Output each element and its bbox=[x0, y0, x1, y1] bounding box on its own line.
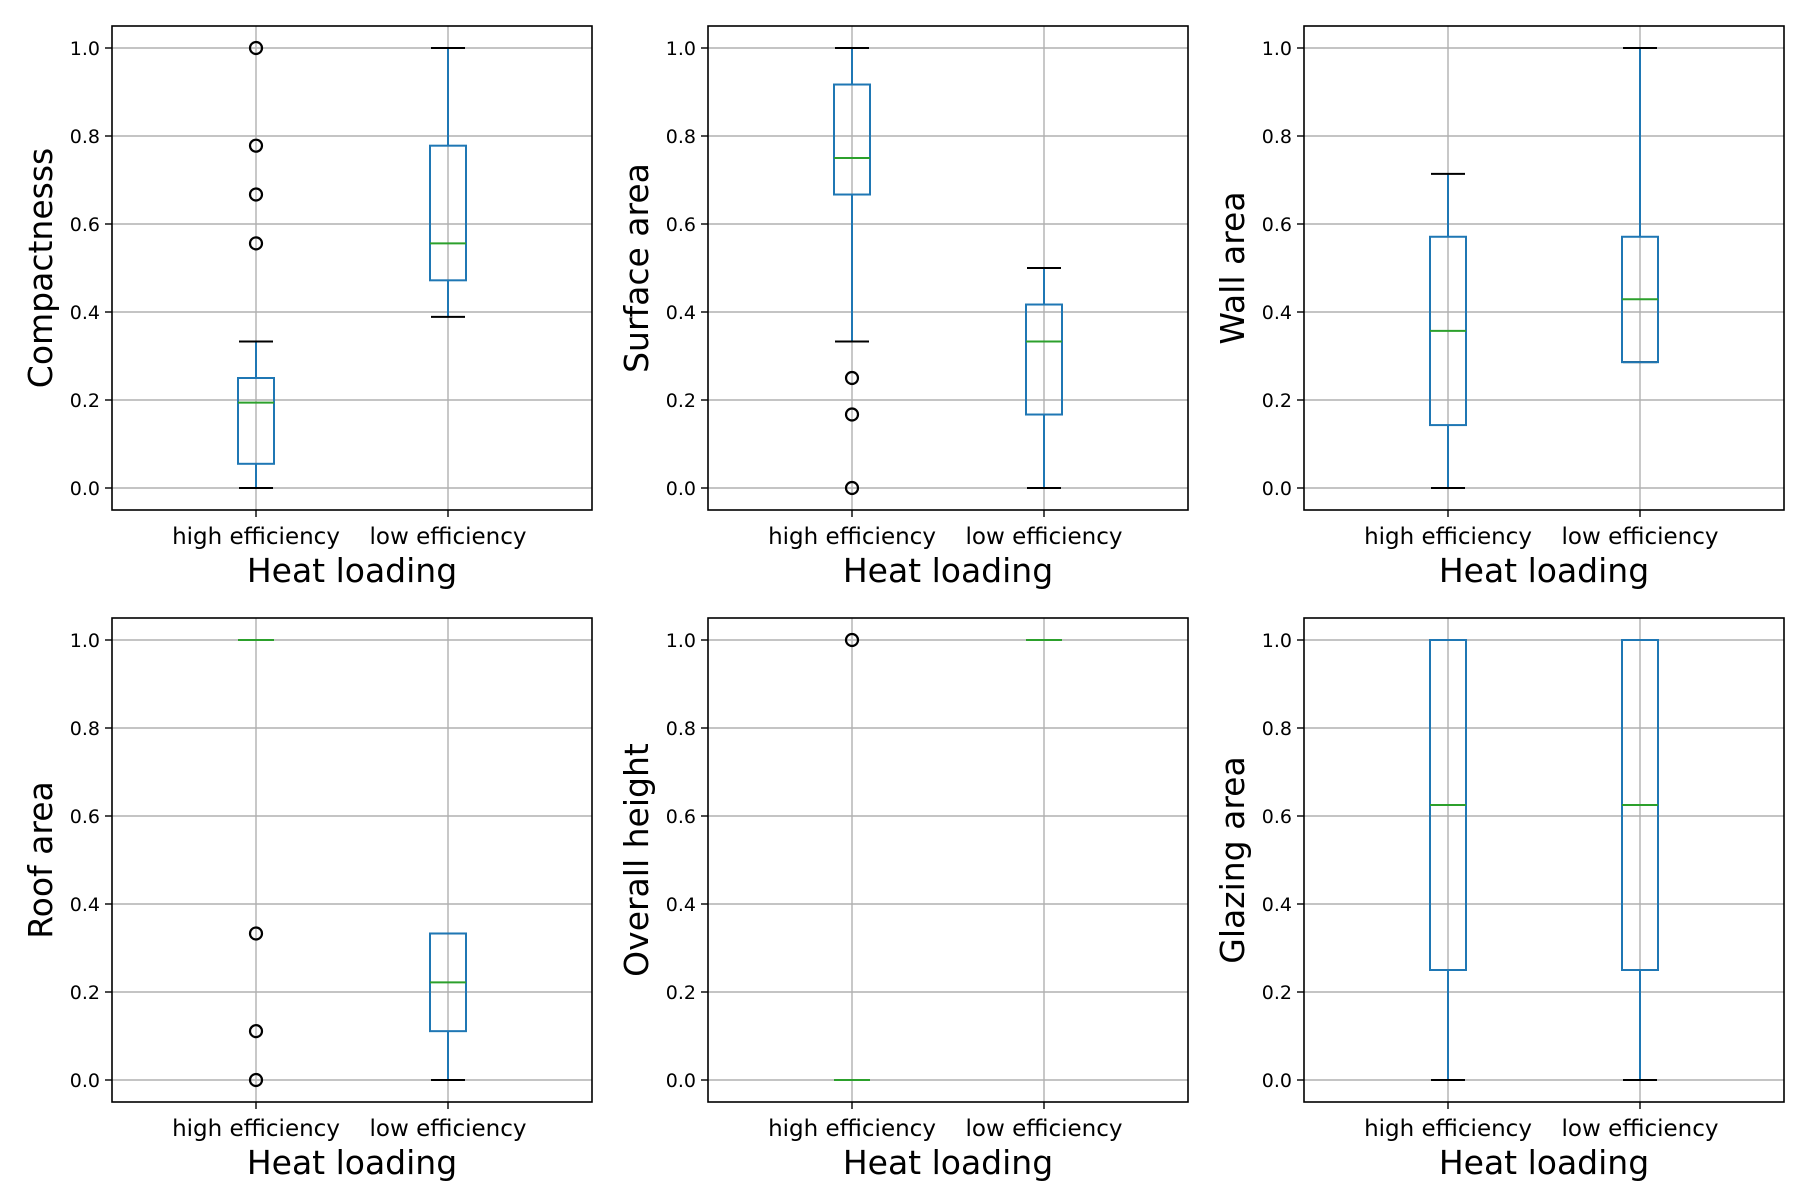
y-tick-label: 0.8 bbox=[1262, 718, 1292, 740]
y-tick-label: 1.0 bbox=[70, 38, 100, 60]
y-tick-label: 0.6 bbox=[1262, 806, 1292, 828]
x-axis-label: Heat loading bbox=[843, 1143, 1053, 1182]
axes-frame bbox=[111, 25, 593, 511]
y-tick-label: 0.2 bbox=[666, 982, 696, 1004]
outlier-point bbox=[248, 187, 264, 202]
box-0 bbox=[1429, 172, 1467, 489]
y-axis-label: Surface area bbox=[617, 163, 656, 373]
x-axis-label: Heat loading bbox=[247, 1143, 457, 1182]
subplot-1: 0.0 0.2 0.4 0.6 0.8 1.0 high efficiency low eff… bbox=[21, 25, 593, 590]
outlier-point bbox=[248, 1024, 264, 1039]
box-body bbox=[833, 83, 871, 196]
subplot-5: 0.0 0.2 0.4 0.6 0.8 1.0 high efficiency low eff… bbox=[617, 617, 1189, 1182]
y-axis-label: Compactnesss bbox=[21, 148, 60, 388]
x-tick-label: high efficiency bbox=[172, 1116, 340, 1142]
box-0 bbox=[834, 632, 870, 1081]
y-tick-label: 0.6 bbox=[70, 806, 100, 828]
x-tick-label: high efficiency bbox=[768, 524, 936, 550]
y-tick-label: 0.0 bbox=[70, 478, 100, 500]
y-tick-label: 0.0 bbox=[1262, 478, 1292, 500]
y-tick-label: 0.0 bbox=[666, 1070, 696, 1092]
y-tick-label: 0.6 bbox=[1262, 214, 1292, 236]
outlier-point bbox=[248, 1072, 264, 1088]
y-tick-label: 0.4 bbox=[1262, 894, 1292, 916]
box-0 bbox=[238, 639, 274, 1088]
outlier-point bbox=[844, 480, 860, 496]
y-tick-label: 1.0 bbox=[666, 630, 696, 652]
box-body bbox=[429, 144, 467, 282]
box-1 bbox=[1025, 267, 1063, 489]
y-tick-label: 0.2 bbox=[666, 390, 696, 412]
y-tick-label: 0.6 bbox=[70, 214, 100, 236]
x-tick-label: low efficiency bbox=[966, 1116, 1123, 1142]
y-tick-label: 0.0 bbox=[666, 478, 696, 500]
x-tick-label: high efficiency bbox=[768, 1116, 936, 1142]
y-tick-label: 0.2 bbox=[70, 982, 100, 1004]
y-tick-label: 0.4 bbox=[70, 894, 100, 916]
x-axis-label: Heat loading bbox=[843, 551, 1053, 590]
subplot-3: 0.0 0.2 0.4 0.6 0.8 1.0 high efficiency low eff… bbox=[1213, 25, 1785, 590]
y-tick-label: 1.0 bbox=[1262, 630, 1292, 652]
x-tick-label: low efficiency bbox=[370, 1116, 527, 1142]
y-tick-label: 1.0 bbox=[666, 38, 696, 60]
outlier-point bbox=[248, 236, 264, 251]
x-tick-label: high efficiency bbox=[1364, 524, 1532, 550]
y-tick-label: 0.2 bbox=[1262, 982, 1292, 1004]
box-1 bbox=[1621, 639, 1659, 1081]
y-tick-label: 0.8 bbox=[666, 718, 696, 740]
box-body bbox=[237, 377, 275, 465]
outlier-point bbox=[844, 407, 860, 422]
outlier-point bbox=[844, 370, 860, 386]
subplot-4: 0.0 0.2 0.4 0.6 0.8 1.0 high efficiency low eff… bbox=[21, 617, 593, 1182]
x-axis-label: Heat loading bbox=[1439, 551, 1649, 590]
y-tick-label: 1.0 bbox=[70, 630, 100, 652]
outlier-point bbox=[844, 632, 860, 648]
x-tick-label: high efficiency bbox=[1364, 1116, 1532, 1142]
box-1 bbox=[429, 47, 467, 318]
y-axis-label: Glazing area bbox=[1213, 756, 1252, 963]
box-0 bbox=[1429, 639, 1467, 1081]
y-axis-label: Wall area bbox=[1213, 191, 1252, 344]
box-body bbox=[1025, 303, 1063, 416]
y-tick-label: 0.2 bbox=[1262, 390, 1292, 412]
y-tick-label: 0.8 bbox=[70, 718, 100, 740]
box-1 bbox=[1621, 47, 1659, 364]
axes-frame bbox=[1303, 25, 1785, 511]
box-0 bbox=[833, 47, 871, 496]
y-tick-label: 0.6 bbox=[666, 214, 696, 236]
axes-frame bbox=[1303, 617, 1785, 1103]
x-tick-label: low efficiency bbox=[1562, 524, 1719, 550]
outlier-point bbox=[248, 926, 264, 941]
y-tick-label: 0.4 bbox=[666, 302, 696, 324]
y-tick-label: 0.2 bbox=[70, 390, 100, 412]
y-tick-label: 0.0 bbox=[70, 1070, 100, 1092]
y-axis-label: Overall height bbox=[617, 743, 656, 977]
x-axis-label: Heat loading bbox=[247, 551, 457, 590]
outlier-point bbox=[248, 138, 264, 153]
x-tick-label: high efficiency bbox=[172, 524, 340, 550]
box-0 bbox=[237, 40, 275, 489]
subplot-6: 0.0 0.2 0.4 0.6 0.8 1.0 high efficiency low eff… bbox=[1213, 617, 1785, 1182]
outlier-point bbox=[248, 40, 264, 56]
axes-frame bbox=[111, 617, 593, 1103]
y-tick-label: 0.4 bbox=[666, 894, 696, 916]
x-tick-label: low efficiency bbox=[370, 524, 527, 550]
x-tick-label: low efficiency bbox=[966, 524, 1123, 550]
subplot-2: 0.0 0.2 0.4 0.6 0.8 1.0 high efficiency low eff… bbox=[617, 25, 1189, 590]
x-axis-label: Heat loading bbox=[1439, 1143, 1649, 1182]
y-tick-label: 0.8 bbox=[666, 126, 696, 148]
box-1 bbox=[429, 932, 467, 1081]
y-tick-label: 0.0 bbox=[1262, 1070, 1292, 1092]
y-tick-label: 1.0 bbox=[1262, 38, 1292, 60]
y-tick-label: 0.6 bbox=[666, 806, 696, 828]
y-axis-label: Roof area bbox=[21, 781, 60, 939]
axes-frame bbox=[707, 25, 1189, 511]
axes-frame bbox=[707, 617, 1189, 1103]
x-tick-label: low efficiency bbox=[1562, 1116, 1719, 1142]
y-tick-label: 0.8 bbox=[1262, 126, 1292, 148]
y-tick-label: 0.8 bbox=[70, 126, 100, 148]
y-tick-label: 0.4 bbox=[1262, 302, 1292, 324]
y-tick-label: 0.4 bbox=[70, 302, 100, 324]
